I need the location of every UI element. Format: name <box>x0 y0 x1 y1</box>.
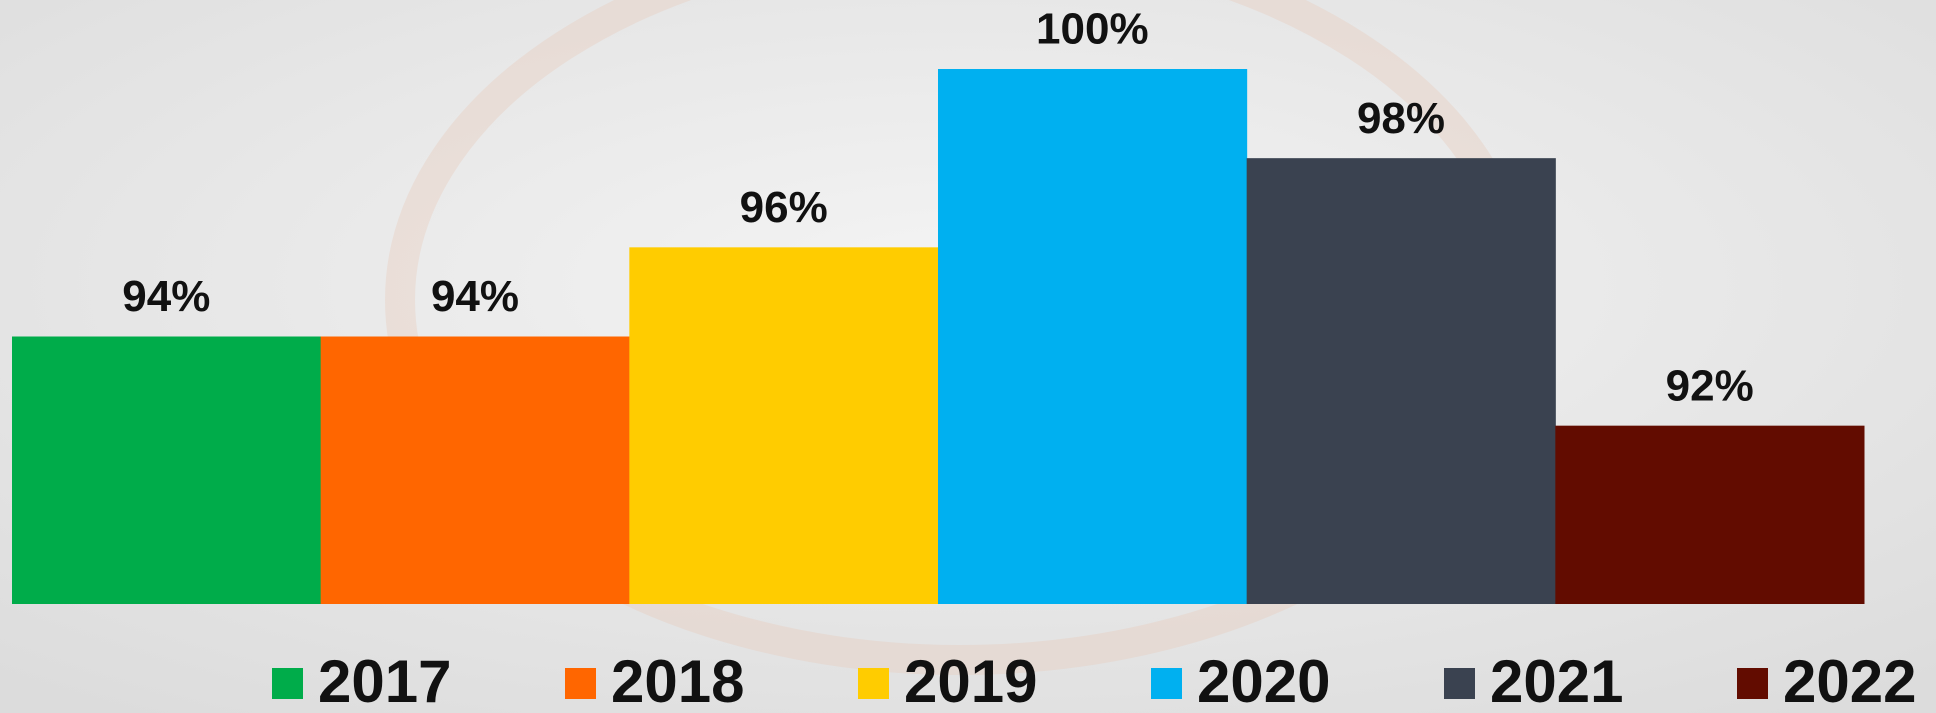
legend-label: 2017 <box>318 648 451 713</box>
data-label: 98% <box>1357 94 1445 143</box>
legend-swatch <box>1444 668 1475 699</box>
bar <box>938 69 1248 604</box>
data-label: 92% <box>1666 361 1754 410</box>
data-label: 96% <box>740 183 828 232</box>
legend-label: 2020 <box>1197 648 1330 713</box>
legend-label: 2019 <box>904 648 1037 713</box>
legend-swatch <box>1737 668 1768 699</box>
legend-swatch <box>565 668 596 699</box>
bar <box>1246 158 1556 604</box>
bar <box>320 336 630 604</box>
legend-swatch <box>1151 668 1182 699</box>
data-label: 100% <box>1036 5 1149 54</box>
data-label: 94% <box>431 272 519 321</box>
legend-swatch <box>858 668 889 699</box>
data-label: 94% <box>122 272 210 321</box>
legend-swatch <box>272 668 303 699</box>
bar <box>12 336 322 604</box>
bar <box>629 247 939 605</box>
legend-label: 2021 <box>1490 648 1623 713</box>
legend-label: 2022 <box>1783 648 1916 713</box>
legend-label: 2018 <box>611 648 744 713</box>
bar <box>1555 425 1865 604</box>
